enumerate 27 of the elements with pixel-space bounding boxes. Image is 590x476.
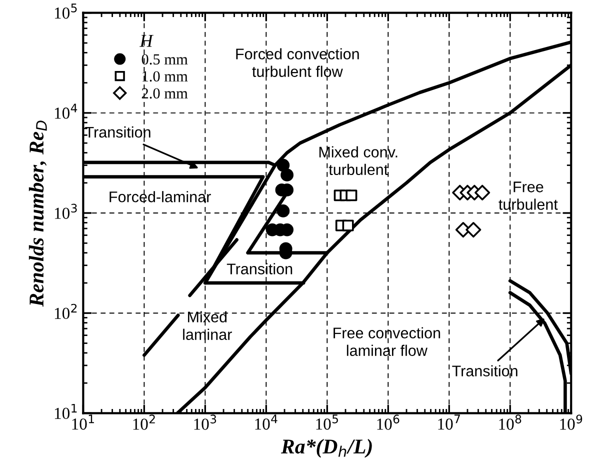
- legend-title: H: [140, 34, 154, 47]
- annotation: Mixed laminar: [183, 311, 232, 340]
- y-axis-title: Renolds number, Re$_{D}$: [28, 120, 47, 307]
- legend-label: 2.0 mm: [142, 88, 188, 99]
- x-tick-label: 10$^{3}$: [194, 414, 216, 430]
- x-axis-title: Ra*(D$_{h}$/L): [280, 438, 372, 458]
- y-tick-label: 10$^{3}$: [54, 204, 77, 219]
- annotation: Forced-laminar: [110, 191, 211, 202]
- x-tick-label: 10$^{7}$: [438, 414, 460, 430]
- annotation: Transition: [85, 126, 150, 138]
- annotation: Transition: [226, 263, 292, 274]
- annotation: Free convection laminar flow: [334, 327, 440, 356]
- annotation: Transition: [452, 365, 518, 376]
- y-tick-label: 10$^{5}$: [54, 4, 77, 19]
- x-tick-label: 10$^{9}$: [560, 414, 582, 430]
- legend-label: 1.0 mm: [142, 71, 188, 82]
- x-tick-label: 10$^{6}$: [377, 414, 400, 430]
- y-tick-label: 10$^{4}$: [54, 104, 78, 119]
- x-tick-label: 10$^{4}$: [255, 414, 278, 430]
- x-tick-label: 10$^{8}$: [499, 414, 522, 430]
- x-tick-label: 10$^{5}$: [316, 414, 338, 430]
- annotation: Mixed conv. turbulent: [319, 146, 398, 176]
- annotation: Free turbulent: [498, 182, 558, 210]
- x-tick-label: 10$^{2}$: [133, 414, 155, 430]
- legend-label: 0.5 mm: [142, 54, 188, 65]
- annotation: Forced convection turbulent flow: [236, 48, 359, 77]
- y-tick-label: 10$^{2}$: [54, 304, 77, 320]
